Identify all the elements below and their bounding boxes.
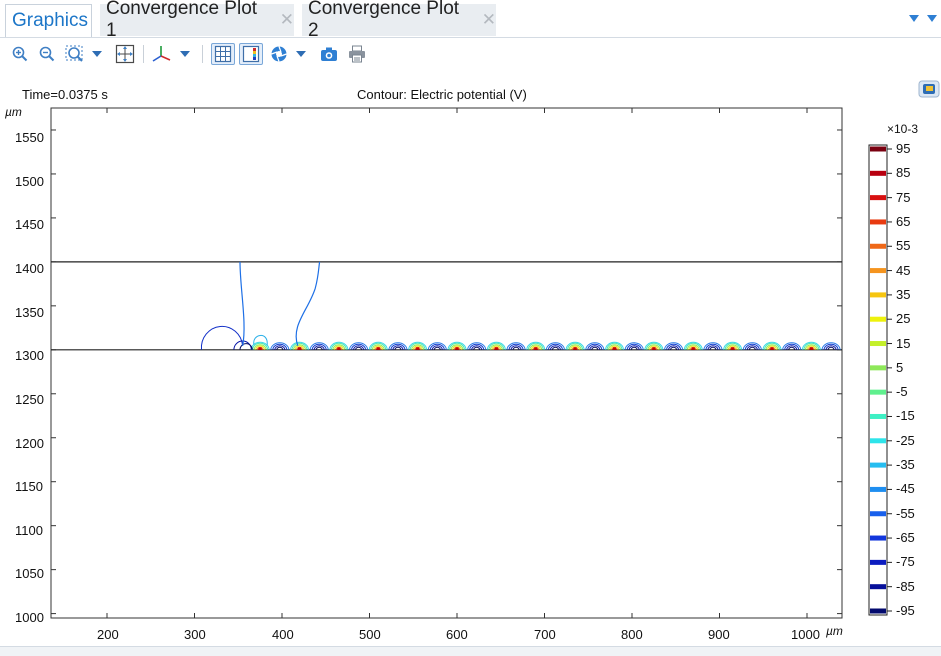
tab-graphics[interactable]: Graphics xyxy=(5,4,92,37)
y-tick-label: 1250 xyxy=(15,392,44,407)
x-tick-label: 700 xyxy=(534,627,556,642)
scene-light-button[interactable] xyxy=(268,43,290,65)
legend-toggle-button[interactable] xyxy=(239,43,263,65)
y-tick-label: 1200 xyxy=(15,436,44,451)
x-axis-unit: µm xyxy=(826,624,843,638)
y-tick-label: 1350 xyxy=(15,305,44,320)
dropdown-arrow-icon xyxy=(296,51,306,57)
colorbar-multiplier-text: ×10-3 xyxy=(887,122,919,136)
light-dropdown[interactable] xyxy=(294,43,308,65)
toolbar-separator xyxy=(143,45,144,63)
floating-toolbar-toggle[interactable] xyxy=(918,80,940,98)
x-tick-label: 900 xyxy=(708,627,730,642)
zoom-box-button[interactable] xyxy=(64,43,86,65)
y-tick-label: 1500 xyxy=(15,174,44,189)
print-icon xyxy=(349,45,365,63)
y-tick-label: 1550 xyxy=(15,130,44,145)
colorbar-tick-label: 5 xyxy=(896,359,904,375)
colorbar-tick-label: 75 xyxy=(896,189,911,205)
x-tick-label: 300 xyxy=(184,627,206,642)
tab-convergence-plot-2[interactable]: Convergence Plot 2 ✕ xyxy=(302,0,496,41)
y-tick-label: 1450 xyxy=(15,217,44,232)
zoom-out-button[interactable] xyxy=(37,43,57,65)
dropdown-arrow-icon xyxy=(180,51,190,57)
colorbar-tick-label: 85 xyxy=(896,165,911,181)
colorbar-tick-label: -35 xyxy=(896,457,915,473)
colorbar-tick-label: 55 xyxy=(896,238,911,254)
graphics-window[interactable] xyxy=(0,70,941,646)
colorbar-tick-label: 95 xyxy=(896,141,911,156)
colorbar-tick-label: -65 xyxy=(896,530,915,546)
colorbar-tick-label: 25 xyxy=(896,311,911,327)
tab-list-menu-button[interactable] xyxy=(907,12,941,28)
grid-toggle-button[interactable] xyxy=(211,43,235,65)
y-tick-label: 1300 xyxy=(15,348,44,363)
plot-title: Contour: Electric potential (V) xyxy=(357,87,527,102)
tab-bar: Graphics Convergence Plot 1 ✕ Convergenc… xyxy=(0,0,941,41)
close-icon[interactable]: ✕ xyxy=(481,10,496,29)
tab-label: Graphics xyxy=(12,10,89,31)
axis-orientation-icon xyxy=(152,46,171,62)
toolbar-separator xyxy=(202,45,203,63)
zoom-dropdown[interactable] xyxy=(90,43,104,65)
zoom-extents-button[interactable] xyxy=(114,43,136,65)
colorbar-tick-label: -25 xyxy=(896,432,915,448)
x-tick-label: 500 xyxy=(359,627,381,642)
zoom-in-button[interactable] xyxy=(10,43,30,65)
legend-toggle-icon xyxy=(242,45,260,63)
x-tick-label: 800 xyxy=(621,627,643,642)
x-tick-label: 600 xyxy=(446,627,468,642)
colorbar-tick-label: -5 xyxy=(896,384,908,400)
window-icon xyxy=(918,80,940,98)
tab-label: Convergence Plot 2 xyxy=(308,0,460,41)
tab-label: Convergence Plot 1 xyxy=(106,0,258,41)
colorbar-tick-label: -45 xyxy=(896,481,915,497)
zoom-in-icon xyxy=(12,46,28,62)
zoom-box-icon xyxy=(65,45,83,62)
y-tick-label: 1000 xyxy=(15,610,44,625)
x-tick-label: 1000 xyxy=(791,627,820,642)
graphics-toolbar xyxy=(0,38,941,69)
chevron-down-icon xyxy=(909,15,937,22)
y-tick-label: 1150 xyxy=(15,479,43,494)
colorbar-multiplier: ×10-3 xyxy=(887,122,918,136)
colorbar-tick-label: 35 xyxy=(896,286,911,302)
status-strip xyxy=(0,646,941,656)
colorbar-tick-label: -75 xyxy=(896,554,915,570)
colorbar-tick-label: -85 xyxy=(896,578,915,594)
dropdown-arrow-icon xyxy=(92,51,102,57)
y-tick-label: 1050 xyxy=(15,566,44,581)
tab-convergence-plot-1[interactable]: Convergence Plot 1 ✕ xyxy=(100,0,294,41)
colorbar-tick-label: 45 xyxy=(896,262,911,278)
scene-light-icon xyxy=(271,46,287,62)
colorbar-tick-label: -55 xyxy=(896,505,915,521)
zoom-out-icon xyxy=(39,46,55,62)
y-tick-label: 1100 xyxy=(15,523,43,538)
zoom-extents-icon xyxy=(115,44,135,64)
y-tick-label: 1400 xyxy=(15,261,44,276)
colorbar-tick-label: 65 xyxy=(896,213,911,229)
x-tick-label: 400 xyxy=(272,627,294,642)
colorbar-tick-label: -95 xyxy=(896,603,915,618)
camera-icon xyxy=(321,47,337,61)
grid-toggle-icon xyxy=(214,45,232,63)
view-dropdown[interactable] xyxy=(178,43,192,65)
colorbar-tick-label: 15 xyxy=(896,335,911,351)
colorbar-tick-label: -15 xyxy=(896,408,915,424)
time-label: Time=0.0375 s xyxy=(22,87,108,102)
axis-orientation-button[interactable] xyxy=(150,43,172,65)
x-tick-label: 200 xyxy=(97,627,119,642)
print-button[interactable] xyxy=(346,43,368,65)
close-icon[interactable]: ✕ xyxy=(279,10,294,29)
image-snapshot-button[interactable] xyxy=(318,43,340,65)
y-axis-unit: µm xyxy=(5,105,22,119)
